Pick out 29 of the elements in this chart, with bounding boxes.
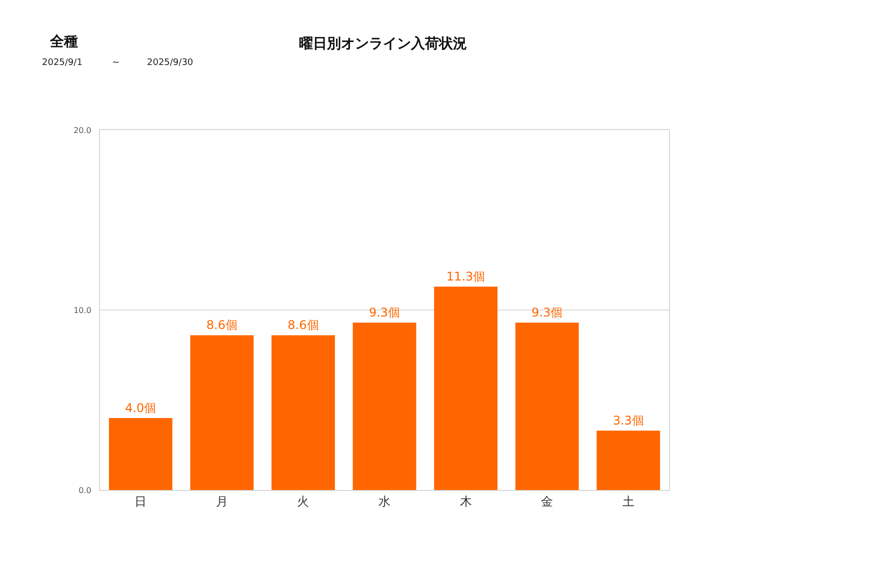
x-tick-label: 木 [460,494,472,508]
data-label: 9.3個 [532,306,563,320]
data-label: 4.0個 [125,401,156,415]
bar [108,418,172,490]
x-tick-label: 土 [622,494,634,508]
data-label: 9.3個 [368,306,400,320]
y-tick-label: 0.0 [78,486,92,495]
x-tick-label: 水 [378,494,390,508]
x-tick-label: 火 [297,494,310,508]
bar [515,322,579,490]
data-label: 11.3個 [446,270,486,284]
text: 2025/9/1 [42,58,82,68]
y-tick-label: 20.0 [74,126,92,135]
data-label: 8.6個 [206,318,238,332]
text: ~ [112,58,120,68]
y-tick-label: 10.0 [74,306,92,315]
bar [352,322,416,490]
chart-title: 曜日別オンライン入荷状況 [299,36,467,52]
bar [596,430,660,490]
bar [272,335,335,490]
bar [434,286,498,490]
bar [190,335,254,490]
data-label: 8.6個 [288,318,319,332]
x-tick-label: 金 [541,494,554,508]
chart-subtitle: 全種 [49,34,78,50]
text: 2025/9/30 [147,58,194,68]
x-tick-label: 月 [216,494,228,508]
x-tick-label: 日 [134,494,147,508]
data-label: 3.3個 [612,414,644,428]
